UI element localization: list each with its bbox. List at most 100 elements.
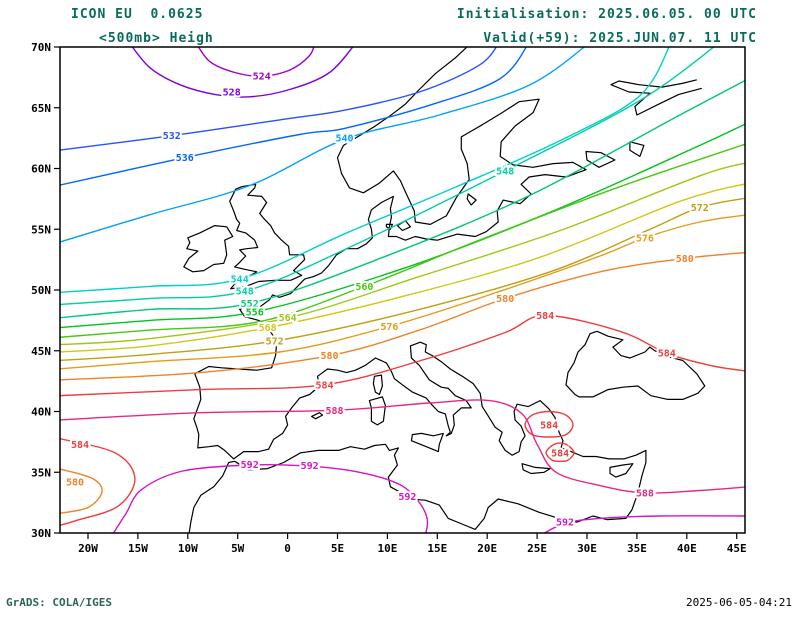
x-tick-label: 0 [284, 542, 291, 555]
contour-label-524: 524 [253, 72, 271, 83]
contour-label-544: 544 [231, 275, 249, 286]
contour-584 [60, 437, 136, 526]
contour-576 [60, 214, 745, 370]
contour-label-584: 584 [658, 349, 676, 360]
init-time-label: Initialisation: 2025.06.05. 00 UTC [456, 7, 757, 22]
x-tick-label: 5W [231, 542, 245, 555]
coastline-segment [368, 396, 386, 426]
grads-credit: GrADS: COLA/IGES [6, 596, 112, 609]
y-tick-label: 50N [31, 284, 51, 297]
contour-label-588: 588 [636, 488, 654, 499]
contour-584 [524, 410, 574, 438]
axes: 20W 15W 10W 5W 0 5E 10E 15E 20E 25E 30E 35E 40E 45E 70… [31, 41, 747, 555]
x-tick-label: 10W [178, 542, 198, 555]
contour-548 [60, 47, 715, 306]
x-tick-label: 45E [727, 542, 747, 555]
coastline-segment [188, 47, 647, 533]
contour-label-580: 580 [496, 294, 514, 305]
y-tick-label: 55N [31, 223, 51, 236]
contour-552 [60, 79, 745, 319]
contour-label-552: 552 [241, 299, 259, 310]
x-tick-label: 5E [331, 542, 344, 555]
x-tick-label: 35E [627, 542, 647, 555]
contour-label-576: 576 [380, 322, 398, 333]
contour-label-584: 584 [551, 448, 569, 459]
contour-528 [131, 47, 354, 98]
contour-592 [543, 515, 745, 533]
contour-label-556: 556 [246, 307, 264, 318]
field-title: <500mb> Heigh [99, 31, 214, 46]
y-tick-label: 70N [31, 41, 51, 54]
contour-label-592: 592 [301, 461, 319, 472]
contour-580 [60, 251, 745, 381]
plot-frame [59, 46, 746, 534]
contour-label-580: 580 [66, 478, 84, 489]
contour-556 [60, 123, 745, 329]
coastline-segment [565, 330, 706, 400]
contour-532 [60, 47, 498, 151]
y-tick-label: 60N [31, 163, 51, 176]
x-tick-label: 15E [427, 542, 447, 555]
model-title: ICON EU 0.0625 [71, 7, 204, 22]
x-tick-label: 30E [577, 542, 597, 555]
contour-560 [60, 143, 745, 338]
contour-584 [545, 442, 575, 463]
y-tick-label: 40N [31, 406, 51, 419]
y-tick-label: 30N [31, 527, 51, 540]
contour-label-528: 528 [223, 88, 241, 99]
contour-588 [60, 399, 745, 494]
y-tick-label: 65N [31, 102, 51, 115]
valid-time-label: Valid(+59): 2025.JUN.07. 11 UTC [483, 31, 757, 46]
x-tick-label: 20W [78, 542, 98, 555]
coastline-segment [466, 193, 477, 206]
contour-label-560: 560 [355, 282, 373, 293]
contour-label-572: 572 [266, 337, 284, 348]
contour-label-576: 576 [636, 233, 654, 244]
contour-label-564: 564 [279, 313, 297, 324]
contour-label-584: 584 [315, 380, 333, 391]
contour-568 [60, 183, 745, 353]
contour-label-568: 568 [259, 323, 277, 334]
contour-540 [60, 47, 586, 243]
coastline-segment [385, 223, 393, 230]
contour-label-580: 580 [320, 351, 338, 362]
contour-label-592: 592 [556, 518, 574, 529]
contour-592 [112, 463, 429, 533]
contour-label-584: 584 [540, 420, 558, 431]
contour-572 [60, 197, 745, 362]
coastline-segment [610, 79, 702, 116]
coastline-segment [609, 463, 634, 478]
coastline-segment [521, 463, 551, 475]
contour-lines [60, 47, 745, 533]
contour-label-580: 580 [676, 254, 694, 265]
contour-544 [60, 47, 670, 293]
contour-label-572: 572 [691, 203, 709, 214]
contour-label-548: 548 [236, 287, 254, 298]
y-tick-label: 35N [31, 466, 51, 479]
x-tick-label: 10E [377, 542, 397, 555]
creation-timestamp: 2025-06-05-04:21 [686, 596, 792, 609]
contour-label-584: 584 [71, 440, 89, 451]
contour-label-532: 532 [163, 131, 181, 142]
coastline-segment [311, 412, 324, 420]
contour-labels: 5245285325365405445485485525565605645685… [64, 70, 711, 531]
contour-580 [60, 468, 103, 514]
contour-label-540: 540 [335, 134, 353, 145]
x-tick-label: 20E [477, 542, 497, 555]
coastlines [183, 47, 706, 533]
contour-536 [60, 47, 528, 186]
contour-label-592: 592 [398, 492, 416, 503]
coastline-segment [372, 374, 383, 396]
contour-label-588: 588 [325, 406, 343, 417]
y-tick-label: 45N [31, 345, 51, 358]
contour-564 [60, 162, 745, 346]
contour-524 [197, 47, 315, 77]
x-tick-label: 25E [527, 542, 547, 555]
coastline-segment [629, 141, 645, 157]
coastline-segment [585, 150, 616, 168]
contour-label-548: 548 [496, 166, 514, 177]
x-tick-label: 40E [677, 542, 697, 555]
contour-584 [60, 314, 745, 397]
